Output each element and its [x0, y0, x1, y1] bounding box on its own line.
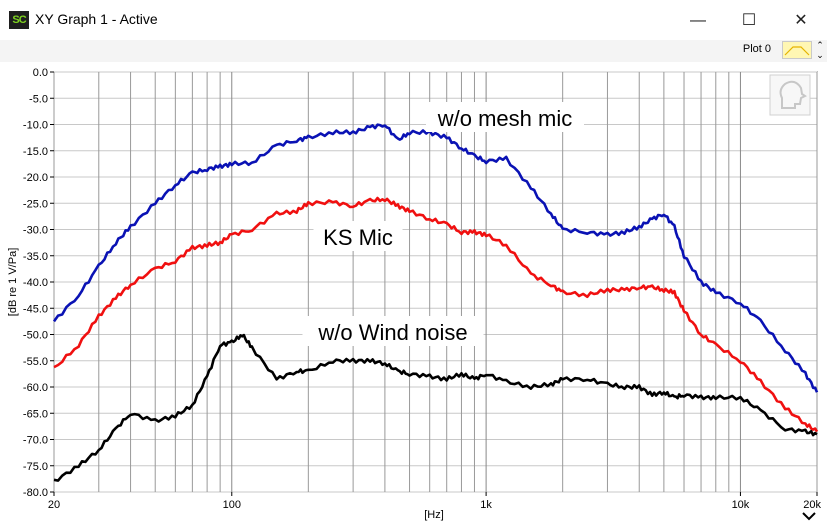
x-tick-label: 100 — [223, 499, 241, 511]
x-tick-label: 10k — [732, 499, 750, 511]
y-tick-label: -35.0 — [23, 251, 48, 263]
annotations: w/o mesh mic KS Mic w/o Wind noise — [302, 102, 584, 346]
y-axis-label: [dB re 1 V/Pa] — [7, 248, 19, 316]
series-line-3 — [53, 333, 818, 482]
y-tick-label: -75.0 — [23, 461, 48, 473]
minimize-button[interactable]: — — [690, 12, 706, 29]
spin-down-icon[interactable]: ⌄ — [816, 50, 824, 60]
y-tick-label: -30.0 — [23, 225, 48, 237]
annotation-box: w/o Wind noise — [302, 316, 484, 346]
annotation-box: KS Mic — [313, 221, 403, 251]
annotation-background — [426, 102, 584, 132]
y-tick-label: -65.0 — [23, 408, 48, 420]
y-axis-ticks: 0.0 -5.0 -10.0 -15.0 -20.0 -25.0 -30.0 -35.0 -40… — [23, 67, 54, 499]
chevron-down-icon[interactable] — [802, 512, 816, 521]
x-tick-label: 20k — [803, 499, 821, 511]
y-tick-label: -15.0 — [23, 146, 48, 158]
app-logo-icon: SC — [9, 11, 29, 29]
y-tick-label: -20.0 — [23, 172, 48, 184]
maximize-button[interactable]: ☐ — [741, 12, 757, 29]
y-tick-label: -10.0 — [23, 120, 48, 132]
y-tick-label: -5.0 — [29, 93, 48, 105]
x-tick-label: 20 — [48, 499, 60, 511]
plot-color-swatch[interactable] — [782, 41, 812, 59]
annotation-box: w/o mesh mic — [426, 102, 584, 132]
x-tick-label: 1k — [480, 499, 492, 511]
annotation-label: w/o mesh mic — [437, 106, 572, 131]
y-tick-label: -80.0 — [23, 487, 48, 499]
title-bar: SC XY Graph 1 - Active — ☐ ✕ — [0, 0, 827, 41]
annotation-background — [313, 221, 403, 251]
annotation-label: KS Mic — [323, 225, 393, 250]
y-tick-label: 0.0 — [33, 67, 48, 79]
spin-up-icon[interactable]: ⌃ — [816, 40, 824, 50]
y-tick-label: -70.0 — [23, 435, 48, 447]
plot-spinner[interactable]: ⌃ ⌄ — [813, 40, 827, 62]
y-tick-label: -40.0 — [23, 277, 48, 289]
y-tick-label: -55.0 — [23, 356, 48, 368]
y-tick-label: -50.0 — [23, 330, 48, 342]
plot-swatch-line-icon — [784, 46, 810, 56]
y-tick-label: -45.0 — [23, 303, 48, 315]
y-tick-label: -60.0 — [23, 382, 48, 394]
annotation-label: w/o Wind noise — [317, 320, 467, 345]
series-lines — [52, 123, 819, 482]
plot-selector-label[interactable]: Plot 0 — [742, 43, 771, 55]
x-axis-ticks: 20 100 1k 10k 20k — [48, 492, 821, 511]
annotation-background — [302, 316, 484, 346]
x-axis-label: [Hz] — [424, 509, 444, 521]
speaker-head-icon[interactable] — [769, 74, 811, 116]
close-button[interactable]: ✕ — [794, 12, 808, 29]
series-line-2 — [53, 196, 819, 433]
y-tick-label: -25.0 — [23, 198, 48, 210]
window-title: XY Graph 1 - Active — [35, 11, 158, 27]
series-line-1 — [52, 123, 819, 393]
plot-toolbar — [0, 40, 827, 62]
